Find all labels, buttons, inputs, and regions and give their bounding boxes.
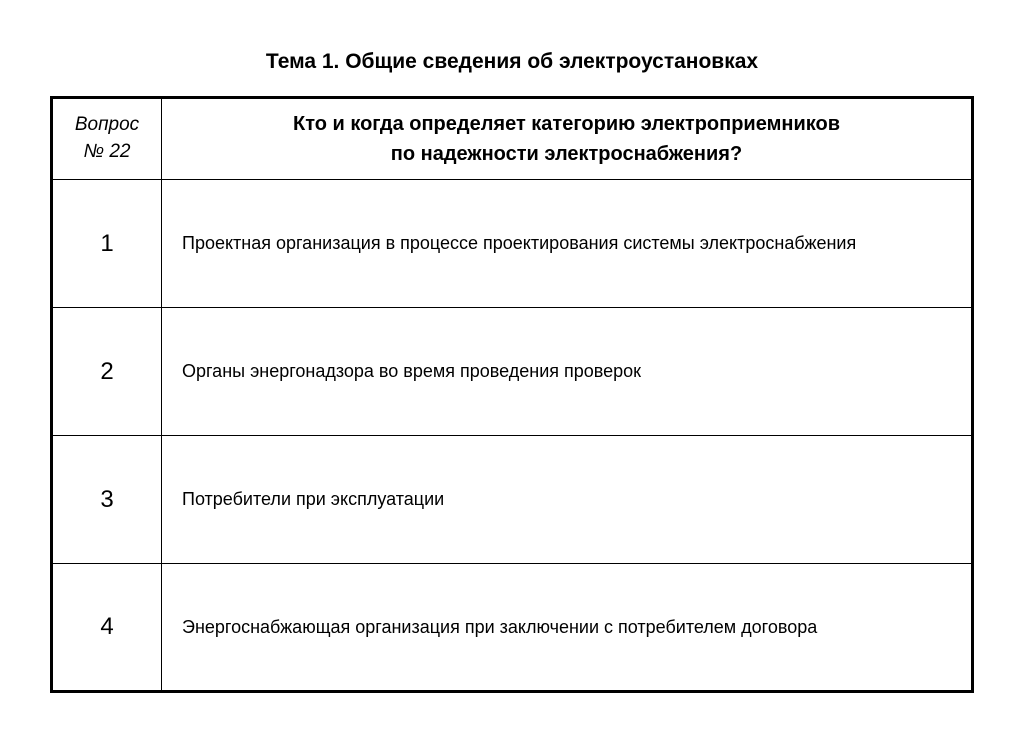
answer-text: Потребители при эксплуатации bbox=[162, 436, 973, 564]
question-label-line1: Вопрос bbox=[75, 114, 139, 135]
question-text-line1: Кто и когда определяет категорию электро… bbox=[293, 113, 840, 135]
answer-number: 3 bbox=[52, 436, 162, 564]
answer-text: Проектная организация в процессе проекти… bbox=[162, 180, 973, 308]
answer-row: 3 Потребители при эксплуатации bbox=[52, 436, 973, 564]
question-label: Вопрос № 22 bbox=[53, 112, 161, 165]
answer-number: 1 bbox=[52, 180, 162, 308]
answer-number: 2 bbox=[52, 308, 162, 436]
question-label-line2: № 22 bbox=[84, 141, 131, 162]
question-table: Вопрос № 22 Кто и когда определяет катег… bbox=[50, 96, 974, 693]
page-title: Тема 1. Общие сведения об электроустанов… bbox=[50, 50, 974, 74]
question-header-row: Вопрос № 22 Кто и когда определяет катег… bbox=[52, 98, 973, 180]
question-text-cell: Кто и когда определяет категорию электро… bbox=[162, 98, 973, 180]
answer-row: 1 Проектная организация в процессе проек… bbox=[52, 180, 973, 308]
answer-text: Энергоснабжающая организация при заключе… bbox=[162, 564, 973, 692]
answer-row: 2 Органы энергонадзора во время проведен… bbox=[52, 308, 973, 436]
question-label-cell: Вопрос № 22 bbox=[52, 98, 162, 180]
answer-row: 4 Энергоснабжающая организация при заклю… bbox=[52, 564, 973, 692]
question-text-line2: по надежности электроснабжения? bbox=[391, 143, 742, 165]
answer-text: Органы энергонадзора во время проведения… bbox=[162, 308, 973, 436]
answer-number: 4 bbox=[52, 564, 162, 692]
